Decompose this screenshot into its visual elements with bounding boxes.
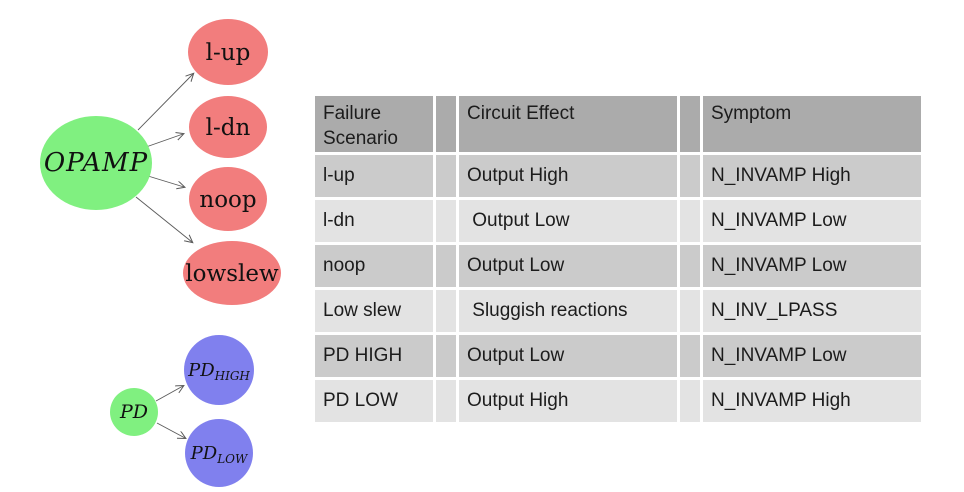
cell-scenario: l-dn (315, 200, 433, 242)
cell-spacer (680, 245, 700, 287)
node-lowslew (183, 241, 281, 305)
node-l-up-label: l-up (206, 40, 251, 66)
cell-symptom: N_INVAMP Low (703, 245, 921, 287)
node-pd-low (185, 419, 253, 487)
cell-spacer (436, 335, 456, 377)
cell-spacer (436, 200, 456, 242)
cell-spacer (680, 290, 700, 332)
arrow-opamp-lup (137, 74, 193, 131)
arrow-opamp-noop (147, 175, 184, 187)
cell-spacer (436, 155, 456, 197)
cell-scenario: PD HIGH (315, 335, 433, 377)
cell-spacer (436, 290, 456, 332)
node-pd-high-label: PDHIGH (187, 360, 250, 383)
node-pd (110, 388, 158, 436)
arrow-opamp-lowslew (135, 196, 192, 242)
node-pd-high-base: PD (187, 360, 215, 381)
cell-effect: Output Low (459, 335, 677, 377)
node-pd-low-base: PD (190, 443, 218, 464)
cell-symptom: N_INVAMP Low (703, 200, 921, 242)
node-noop (189, 167, 267, 231)
cell-symptom: N_INV_LPASS (703, 290, 921, 332)
failure-scenario-table: Failure Scenario Circuit Effect Symptom … (315, 96, 921, 422)
cell-scenario: l-up (315, 155, 433, 197)
cell-effect: Output Low (459, 245, 677, 287)
cell-spacer (680, 335, 700, 377)
cell-spacer (680, 380, 700, 422)
node-l-dn-label: l-dn (206, 115, 251, 141)
cell-spacer (436, 245, 456, 287)
cell-symptom: N_INVAMP High (703, 380, 921, 422)
node-pd-label: PD (119, 401, 148, 423)
arrow-pd-pdhigh (155, 386, 183, 402)
node-opamp-label: OPAMP (44, 148, 148, 178)
node-l-up (188, 19, 268, 85)
table-header-circuit-effect: Circuit Effect (459, 96, 677, 152)
cell-effect: Output High (459, 380, 677, 422)
table-header-symptom: Symptom (703, 96, 921, 152)
cell-spacer (436, 380, 456, 422)
arrow-pd-pdlow (156, 422, 185, 438)
node-pd-high-sub: HIGH (214, 369, 251, 383)
node-l-dn (189, 96, 267, 158)
cell-spacer (680, 200, 700, 242)
fault-tree-diagram: OPAMP l-up l-dn noop lowslew PD PDHIGH P… (40, 19, 281, 487)
table-header-spacer (680, 96, 700, 152)
cell-scenario: noop (315, 245, 433, 287)
cell-symptom: N_INVAMP High (703, 155, 921, 197)
node-lowslew-label: lowslew (185, 261, 279, 287)
arrow-opamp-ldn (145, 134, 183, 148)
cell-spacer (680, 155, 700, 197)
cell-effect: Output High (459, 155, 677, 197)
table-header-failure-scenario: Failure Scenario (315, 96, 433, 152)
node-pd-low-label: PDLOW (190, 443, 249, 466)
cell-effect: Sluggish reactions (459, 290, 677, 332)
cell-symptom: N_INVAMP Low (703, 335, 921, 377)
cell-scenario: Low slew (315, 290, 433, 332)
node-opamp (40, 116, 152, 210)
cell-scenario: PD LOW (315, 380, 433, 422)
table-header-spacer (436, 96, 456, 152)
node-pd-high (184, 335, 254, 405)
node-noop-label: noop (199, 187, 256, 213)
node-pd-low-sub: LOW (216, 452, 249, 466)
cell-effect: Output Low (459, 200, 677, 242)
